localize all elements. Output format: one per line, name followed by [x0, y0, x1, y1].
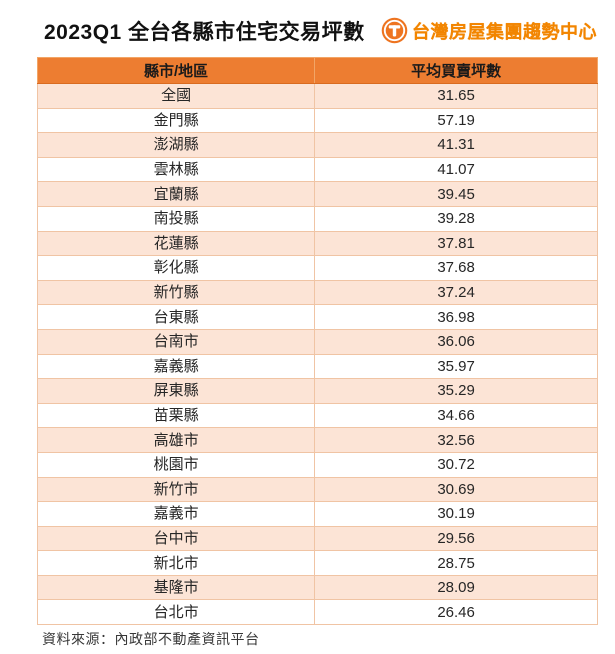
region-cell: 新竹縣: [36, 279, 316, 306]
housing-area-table: 縣市/地區 平均買賣坪數 全國 31.65 金門縣 57.19 澎湖縣 41.31 雲林縣 4…: [36, 57, 598, 626]
avg-ping-cell: 30.69: [314, 476, 598, 503]
avg-ping-cell: 29.56: [314, 525, 598, 552]
column-header-region: 縣市/地區: [36, 57, 316, 84]
table-row: 宜蘭縣 39.45: [36, 181, 598, 207]
region-cell: 台中市: [36, 525, 316, 552]
region-cell: 高雄市: [36, 427, 316, 453]
brand-logo-text: 台灣房屋集團趨勢中心: [412, 21, 597, 42]
table-row: 嘉義市 30.19: [36, 501, 598, 527]
region-cell: 花蓮縣: [36, 230, 316, 257]
table-row: 澎湖縣 41.31: [36, 132, 598, 158]
table-row: 新北市 28.75: [36, 550, 598, 576]
avg-ping-cell: 41.31: [314, 132, 598, 158]
page-title: 2023Q1 全台各縣市住宅交易坪數: [44, 20, 365, 44]
avg-ping-cell: 32.56: [314, 427, 598, 453]
region-cell: 南投縣: [36, 205, 316, 232]
region-cell: 澎湖縣: [36, 132, 316, 158]
table-row: 台東縣 36.98: [36, 304, 598, 330]
source-note: 資料來源：內政部不動產資訊平台: [42, 631, 260, 647]
table-row: 花蓮縣 37.81: [36, 230, 598, 257]
region-cell: 台東縣: [36, 304, 316, 330]
region-cell: 彰化縣: [36, 255, 316, 281]
avg-ping-cell: 36.98: [314, 304, 598, 330]
avg-ping-cell: 35.29: [314, 378, 598, 404]
table-row: 台北市 26.46: [36, 599, 598, 626]
table-row: 苗栗縣 34.66: [36, 402, 598, 429]
table-row: 雲林縣 41.07: [36, 156, 598, 183]
column-header-avg-ping: 平均買賣坪數: [314, 57, 598, 84]
region-cell: 嘉義市: [36, 501, 316, 527]
table-row: 基隆市 28.09: [36, 574, 598, 601]
table-header-row: 縣市/地區 平均買賣坪數: [36, 57, 598, 84]
table-row: 屏東縣 35.29: [36, 378, 598, 404]
avg-ping-cell: 30.72: [314, 451, 598, 478]
region-cell: 桃園市: [36, 451, 316, 478]
region-cell: 台南市: [36, 328, 316, 355]
avg-ping-cell: 37.81: [314, 230, 598, 257]
table-row: 新竹市 30.69: [36, 476, 598, 503]
avg-ping-cell: 28.75: [314, 550, 598, 576]
table-row: 高雄市 32.56: [36, 427, 598, 453]
table-row: 彰化縣 37.68: [36, 255, 598, 281]
avg-ping-cell: 34.66: [314, 402, 598, 429]
table-row: 台南市 36.06: [36, 328, 598, 355]
region-cell: 雲林縣: [36, 156, 316, 183]
region-cell: 屏東縣: [36, 378, 316, 404]
avg-ping-cell: 57.19: [314, 107, 598, 134]
table-row: 南投縣 39.28: [36, 205, 598, 232]
region-cell: 宜蘭縣: [36, 181, 316, 207]
avg-ping-cell: 39.45: [314, 181, 598, 207]
region-cell: 新竹市: [36, 476, 316, 503]
table-row: 嘉義縣 35.97: [36, 353, 598, 380]
table-row: 金門縣 57.19: [36, 107, 598, 134]
region-cell: 基隆市: [36, 574, 316, 601]
avg-ping-cell: 28.09: [314, 574, 598, 601]
region-cell: 苗栗縣: [36, 402, 316, 429]
avg-ping-cell: 26.46: [314, 599, 598, 626]
region-cell: 嘉義縣: [36, 353, 316, 380]
region-cell: 全國: [36, 83, 316, 109]
avg-ping-cell: 37.68: [314, 255, 598, 281]
avg-ping-cell: 31.65: [314, 83, 598, 109]
avg-ping-cell: 30.19: [314, 501, 598, 527]
region-cell: 新北市: [36, 550, 316, 576]
taiwan-housing-t-globe-icon: [381, 17, 408, 44]
table-row: 台中市 29.56: [36, 525, 598, 552]
avg-ping-cell: 35.97: [314, 353, 598, 380]
page-header: 2023Q1 全台各縣市住宅交易坪數 台灣房屋集團趨勢中心: [0, 0, 615, 57]
table-body: 全國 31.65 金門縣 57.19 澎湖縣 41.31 雲林縣 41.07 宜蘭縣 39.45 南…: [36, 83, 598, 626]
region-cell: 金門縣: [36, 107, 316, 134]
avg-ping-cell: 36.06: [314, 328, 598, 355]
avg-ping-cell: 37.24: [314, 279, 598, 306]
avg-ping-cell: 39.28: [314, 205, 598, 232]
avg-ping-cell: 41.07: [314, 156, 598, 183]
region-cell: 台北市: [36, 599, 316, 626]
table-row: 新竹縣 37.24: [36, 279, 598, 306]
table-row: 全國 31.65: [36, 83, 598, 109]
table-row: 桃園市 30.72: [36, 451, 598, 478]
brand-logo: 台灣房屋集團趨勢中心: [381, 17, 597, 44]
